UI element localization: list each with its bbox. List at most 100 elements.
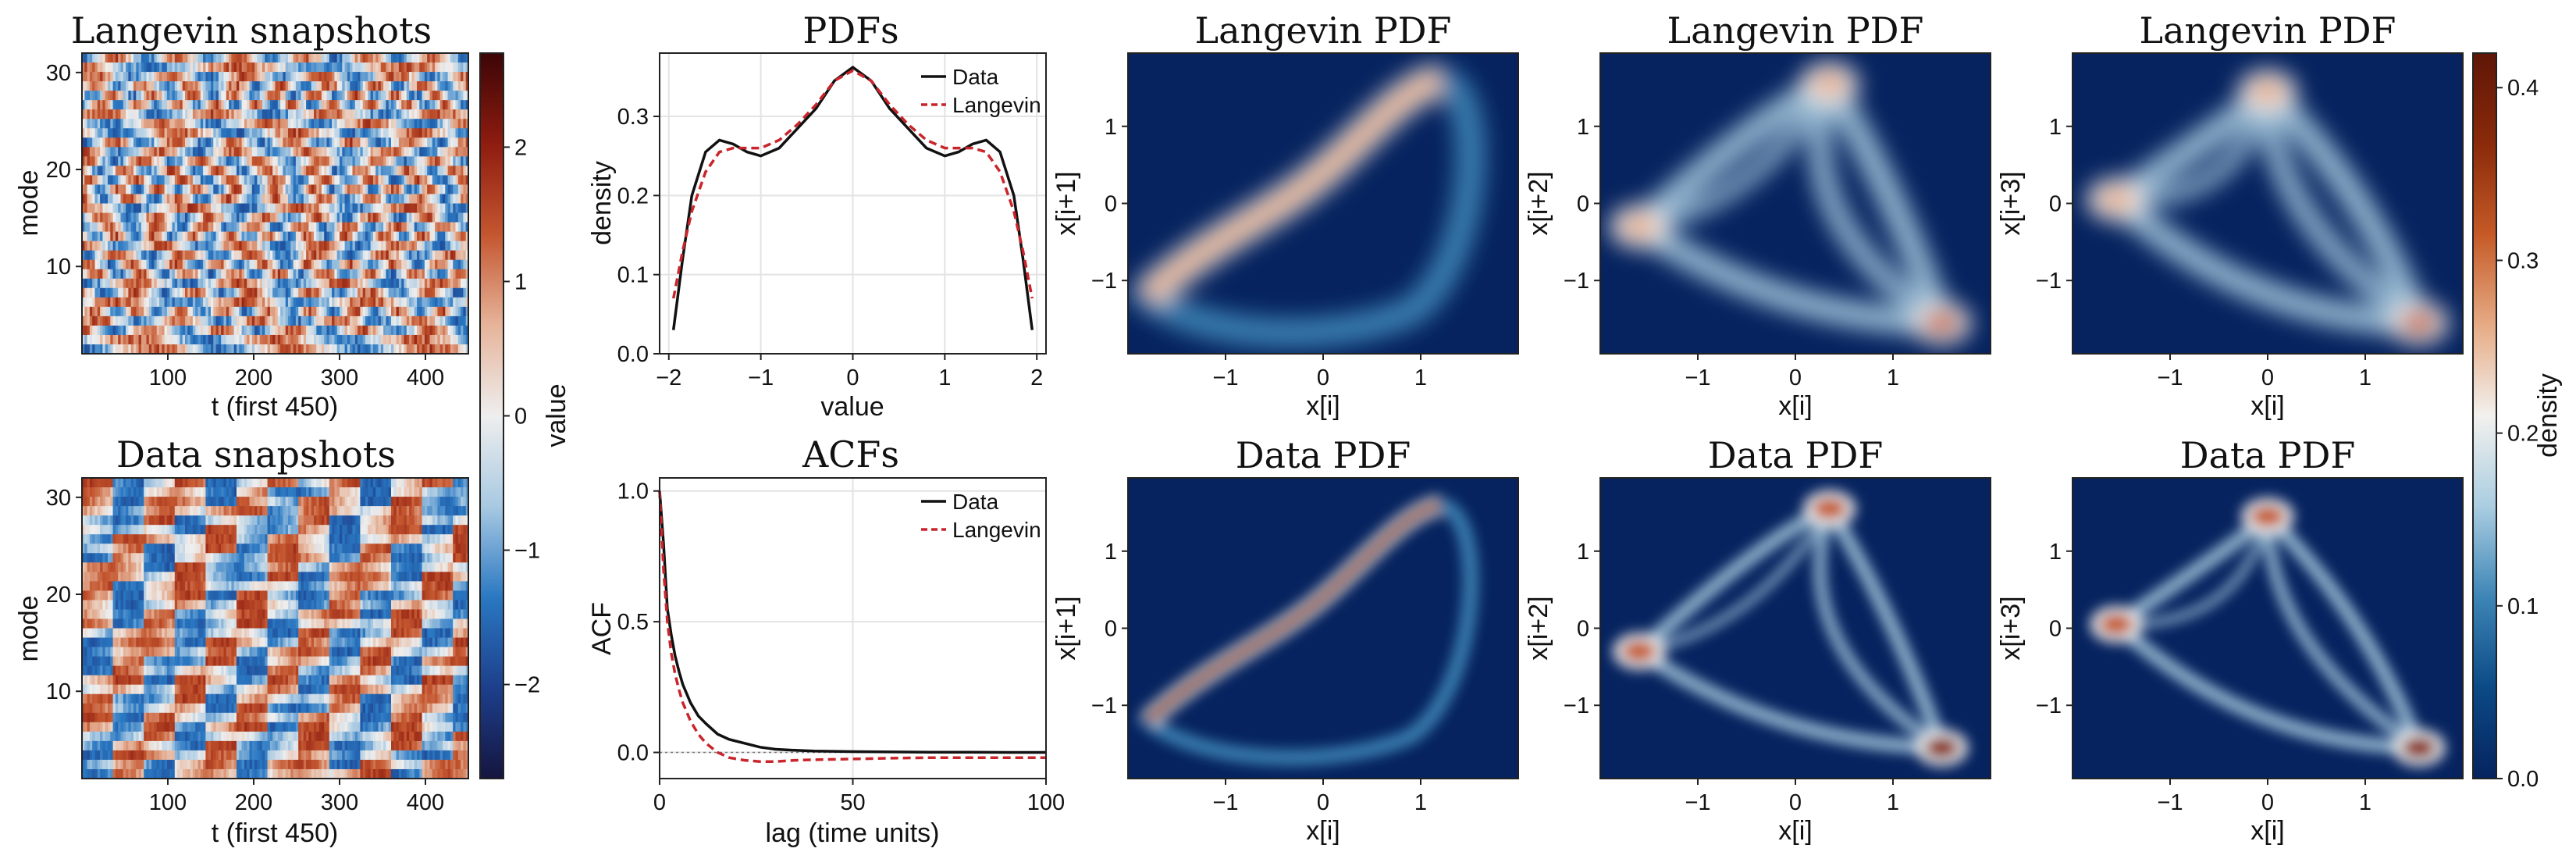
heatmap-cell bbox=[244, 334, 247, 345]
heatmap-cell bbox=[115, 128, 119, 138]
heatmap-cell bbox=[427, 166, 431, 176]
heatmap-cell bbox=[247, 259, 251, 270]
heatmap-cell bbox=[370, 344, 374, 355]
heatmap-cell bbox=[445, 241, 449, 251]
heatmap-cell bbox=[301, 222, 304, 233]
heatmap-cell bbox=[251, 100, 255, 110]
heatmap-cell bbox=[174, 194, 178, 205]
heatmap-cell bbox=[148, 222, 152, 233]
heatmap-cell bbox=[437, 175, 441, 186]
heatmap-cell bbox=[259, 128, 263, 138]
heatmap-cell bbox=[115, 203, 119, 214]
heatmap-cell bbox=[308, 166, 312, 176]
heatmap-cell bbox=[141, 306, 144, 317]
heatmap-cell bbox=[347, 231, 350, 242]
heatmap-cell bbox=[465, 259, 469, 270]
heatmap-cell bbox=[265, 194, 269, 205]
heatmap-cell bbox=[82, 100, 85, 110]
heatmap-cell bbox=[347, 175, 350, 186]
heatmap-cell bbox=[350, 250, 354, 261]
heatmap-cell bbox=[151, 147, 155, 157]
heatmap-cell bbox=[84, 166, 88, 176]
heatmap-cell bbox=[427, 259, 431, 270]
heatmap-cell bbox=[213, 325, 217, 336]
heatmap-cell bbox=[329, 137, 333, 148]
heatmap-cell bbox=[295, 241, 299, 251]
heatmap-cell bbox=[231, 287, 235, 298]
heatmap-cell bbox=[409, 81, 412, 91]
heatmap-cell bbox=[237, 81, 240, 91]
heatmap-cell bbox=[195, 184, 199, 195]
heatmap-cell bbox=[388, 53, 392, 63]
heatmap-cell bbox=[329, 344, 333, 355]
heatmap-cell bbox=[92, 269, 96, 280]
heatmap-cell bbox=[350, 344, 354, 355]
heatmap-cell bbox=[283, 344, 286, 355]
heatmap-cell bbox=[303, 315, 307, 326]
heatmap-cell bbox=[370, 184, 374, 195]
heatmap-cell bbox=[185, 259, 188, 270]
heatmap-cell bbox=[298, 175, 302, 186]
heatmap-cell bbox=[120, 194, 124, 205]
heatmap-cell bbox=[218, 287, 222, 298]
heatmap-cell bbox=[192, 315, 196, 326]
heatmap-cell bbox=[358, 250, 361, 261]
heatmap-cell bbox=[110, 259, 114, 270]
heatmap-cell bbox=[177, 325, 180, 336]
heatmap-cell bbox=[172, 128, 176, 138]
heatmap-cell bbox=[112, 297, 116, 308]
heatmap-cell bbox=[164, 287, 168, 298]
heatmap-cell bbox=[386, 194, 390, 205]
heatmap-cell bbox=[391, 166, 394, 176]
heatmap-cell bbox=[340, 315, 343, 326]
heatmap-cell bbox=[303, 325, 307, 336]
heatmap-cell bbox=[226, 203, 229, 214]
heatmap-cell bbox=[154, 250, 158, 261]
heatmap-cell bbox=[362, 137, 366, 148]
heatmap-cell bbox=[123, 166, 126, 176]
heatmap-cell bbox=[306, 278, 309, 289]
heatmap-cell bbox=[259, 62, 263, 73]
heatmap-cell bbox=[205, 306, 209, 317]
heatmap-cell bbox=[432, 119, 436, 129]
heatmap-cell bbox=[404, 250, 407, 261]
heatmap-cell bbox=[386, 81, 390, 91]
heatmap-cell bbox=[200, 241, 204, 251]
heatmap-cell bbox=[457, 62, 461, 73]
heatmap-cell bbox=[269, 278, 273, 289]
heatmap-cell bbox=[378, 344, 382, 355]
heatmap-cell bbox=[396, 212, 400, 223]
heatmap-cell bbox=[115, 175, 119, 186]
heatmap-cell bbox=[419, 109, 423, 119]
heatmap-cell bbox=[306, 297, 309, 308]
heatmap-cell bbox=[259, 278, 263, 289]
heatmap-cell bbox=[233, 203, 237, 214]
heatmap-cell bbox=[321, 53, 325, 63]
heatmap-cell bbox=[375, 184, 379, 195]
heatmap-cell bbox=[84, 478, 88, 488]
heatmap-cell bbox=[368, 62, 372, 73]
heatmap-cell bbox=[229, 156, 232, 166]
heatmap-cell bbox=[100, 53, 103, 63]
heatmap-cell bbox=[223, 306, 227, 317]
heatmap-cell bbox=[226, 222, 229, 233]
heatmap-cell bbox=[437, 231, 441, 242]
heatmap-cell bbox=[272, 137, 276, 148]
heatmap-cell bbox=[192, 175, 196, 186]
heatmap-cell bbox=[82, 600, 85, 611]
heatmap-cell bbox=[450, 62, 454, 73]
heatmap-cell bbox=[231, 325, 235, 336]
heatmap-cell bbox=[208, 315, 212, 326]
heatmap-cell bbox=[285, 287, 289, 298]
heatmap-cell bbox=[213, 109, 217, 119]
heatmap-cell bbox=[401, 222, 405, 233]
heatmap-cell bbox=[437, 91, 441, 101]
heatmap-cell bbox=[457, 212, 461, 223]
heatmap-cell bbox=[295, 184, 299, 195]
heatmap-cell bbox=[82, 740, 85, 751]
heatmap-cell bbox=[272, 297, 276, 308]
heatmap-cell bbox=[293, 259, 297, 270]
heatmap-cell bbox=[180, 194, 183, 205]
heatmap-cell bbox=[100, 269, 103, 280]
heatmap-cell bbox=[429, 100, 433, 110]
